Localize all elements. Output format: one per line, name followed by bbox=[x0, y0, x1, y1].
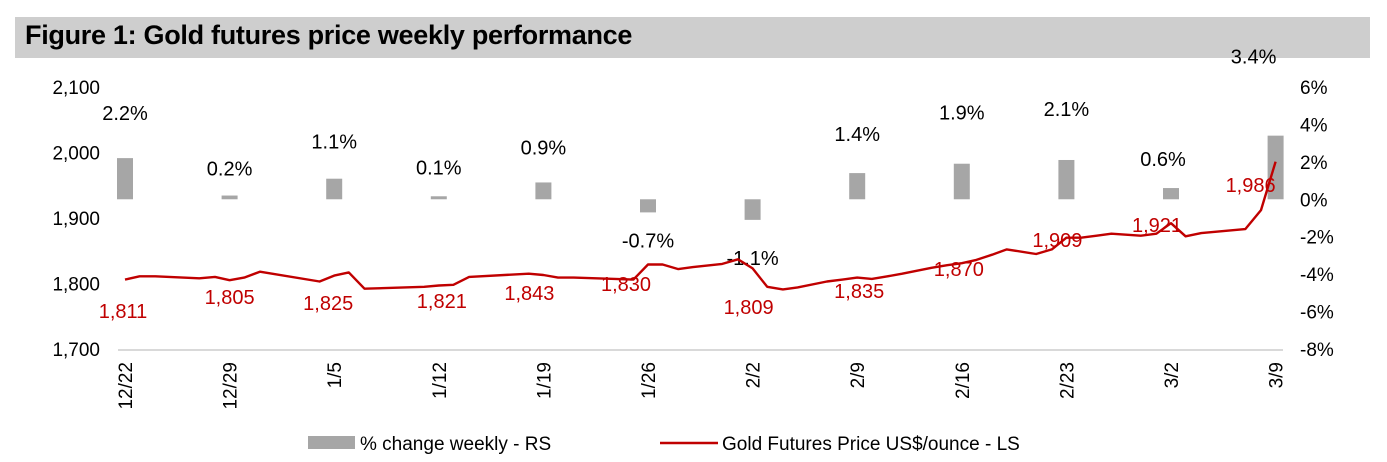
price-data-label: 1,921 bbox=[1132, 215, 1182, 237]
price-data-label: 1,986 bbox=[1226, 175, 1276, 197]
x-tick-label: 1/19 bbox=[534, 362, 555, 399]
x-tick-label: 3/9 bbox=[1267, 362, 1288, 388]
bar-data-label: 2.2% bbox=[102, 103, 148, 125]
bar-labels: 2.2% 0.2% 1.1% 0.1% 0.9% -0.7% -1.1% 1.4% 1.9% 2.… bbox=[102, 47, 1276, 270]
price-data-label: 1,809 bbox=[724, 297, 774, 319]
bar bbox=[849, 173, 866, 200]
price-data-label: 1,805 bbox=[205, 287, 255, 309]
x-tick-label: 12/29 bbox=[221, 362, 242, 410]
bar bbox=[1163, 188, 1179, 200]
legend: % change weekly - RS Gold Futures Price … bbox=[308, 434, 1020, 455]
price-data-label: 1,835 bbox=[834, 281, 884, 303]
x-axis-ticks: 12/22 12/29 1/5 1/12 1/19 1/26 2/2 2/9 2/16 2/23 3… bbox=[116, 362, 1288, 410]
price-data-label: 1,830 bbox=[601, 274, 651, 296]
left-tick-label: 2,100 bbox=[52, 78, 100, 99]
price-data-label: 1,811 bbox=[99, 301, 148, 323]
price-data-label: 1,870 bbox=[934, 259, 984, 281]
bar bbox=[221, 195, 238, 200]
bar-data-label: 0.9% bbox=[521, 137, 567, 159]
bars bbox=[117, 135, 1284, 220]
bar bbox=[1267, 135, 1284, 200]
price-data-label: 1,909 bbox=[1032, 230, 1082, 252]
price-data-label: 1,843 bbox=[504, 283, 554, 305]
right-tick-label: 2% bbox=[1300, 153, 1328, 174]
right-tick-label: -8% bbox=[1300, 340, 1334, 361]
x-tick-label: 3/2 bbox=[1162, 362, 1183, 388]
bar-data-label: 0.2% bbox=[207, 159, 253, 181]
bar bbox=[117, 158, 133, 200]
bar-data-label: 2.1% bbox=[1044, 99, 1090, 121]
x-tick-label: 1/5 bbox=[325, 362, 346, 388]
right-tick-label: -6% bbox=[1300, 303, 1334, 324]
bar-data-label: -0.7% bbox=[622, 230, 674, 252]
left-tick-label: 1,900 bbox=[52, 209, 100, 230]
bar bbox=[326, 178, 343, 200]
right-tick-label: -4% bbox=[1300, 265, 1334, 286]
bar-data-label: 3.4% bbox=[1231, 47, 1277, 69]
x-tick-label: 1/12 bbox=[430, 362, 451, 399]
x-tick-label: 2/2 bbox=[744, 362, 765, 388]
bar bbox=[1058, 159, 1075, 200]
left-tick-label: 1,800 bbox=[52, 275, 100, 296]
left-tick-label: 2,000 bbox=[52, 144, 100, 165]
price-data-label: 1,821 bbox=[417, 291, 467, 313]
legend-line-label: Gold Futures Price US$/ounce - LS bbox=[722, 434, 1020, 455]
right-axis-ticks: 6% 4% 2% 0% -2% -4% -6% -8% bbox=[1300, 78, 1334, 361]
bar-data-label: 0.6% bbox=[1140, 149, 1186, 171]
bar-data-label: 0.1% bbox=[416, 157, 462, 179]
right-tick-label: 4% bbox=[1300, 115, 1328, 136]
x-tick-label: 2/16 bbox=[953, 362, 974, 399]
bar bbox=[640, 199, 656, 213]
bar-data-label: 1.1% bbox=[311, 132, 357, 154]
figure-title-bar: Figure 1: Gold futures price weekly perf… bbox=[15, 17, 1370, 58]
right-tick-label: 6% bbox=[1300, 78, 1328, 99]
x-tick-label: 2/23 bbox=[1057, 362, 1078, 399]
bar-data-label: -1.1% bbox=[726, 248, 778, 270]
x-tick-label: 12/22 bbox=[116, 362, 137, 410]
bar-data-label: 1.9% bbox=[939, 103, 985, 125]
right-tick-label: -2% bbox=[1300, 228, 1334, 249]
bar bbox=[744, 199, 761, 220]
figure-title: Figure 1: Gold futures price weekly perf… bbox=[25, 20, 633, 50]
left-tick-label: 1,700 bbox=[52, 340, 100, 361]
price-line bbox=[124, 161, 1277, 291]
bar bbox=[953, 163, 970, 200]
right-tick-label: 0% bbox=[1300, 190, 1328, 211]
bar bbox=[430, 196, 447, 200]
price-labels: 1,811 1,805 1,825 1,821 1,843 1,830 1,809 1,835… bbox=[99, 175, 1276, 323]
left-axis-ticks: 2,100 2,000 1,900 1,800 1,700 bbox=[52, 78, 100, 361]
bar-data-label: 1.4% bbox=[834, 124, 880, 146]
x-tick-label: 2/9 bbox=[848, 362, 869, 388]
legend-bar-swatch bbox=[308, 436, 355, 449]
x-tick-label: 1/26 bbox=[639, 362, 660, 399]
price-data-label: 1,825 bbox=[303, 293, 353, 315]
bar bbox=[535, 182, 552, 200]
legend-bar-label: % change weekly - RS bbox=[360, 434, 551, 455]
